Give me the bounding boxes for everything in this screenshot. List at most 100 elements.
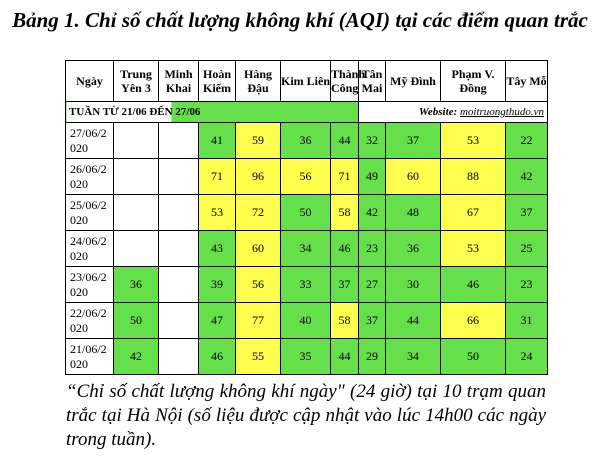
aqi-cell: 46 [440,266,506,303]
column-header: Minh Khai [158,60,199,102]
website-label: Website: [418,106,458,118]
column-header: Mỹ Đình [385,60,441,102]
aqi-cell: 60 [235,230,281,267]
date-cell: 23/06/2020 [65,266,114,303]
aqi-cell: 37 [385,122,441,159]
aqi-cell: 88 [440,158,506,195]
aqi-cell: 44 [330,122,359,159]
aqi-cell: 36 [385,230,441,267]
aqi-cell: 44 [385,302,441,339]
aqi-cell: 72 [235,194,281,231]
aqi-cell: 36 [280,122,331,159]
website-link: moitruongthudo.vn [459,106,544,118]
column-header: Hoàn Kiếm [198,60,236,102]
aqi-cell: 32 [358,122,386,159]
column-header: Kim Liên [280,60,331,102]
table-body: TUẦN TỪ 21/06 ĐẾN 27/06 Website: moitruo… [65,101,548,375]
data-row: 23/06/2020 36 39 56 33 37 27 30 46 23 [65,266,548,303]
aqi-cell: 66 [440,302,506,339]
date-cell: 21/06/2020 [65,338,114,375]
aqi-cell: 24 [505,338,548,375]
aqi-cell: 36 [113,266,159,303]
data-row: 22/06/2020 50 47 77 40 58 37 44 66 31 [65,302,548,339]
aqi-cell [158,338,199,375]
aqi-cell: 43 [198,230,236,267]
data-row: 26/06/2020 71 96 56 71 49 60 88 42 [65,158,548,195]
column-header: Ngày [65,60,114,102]
column-header: Trung Yên 3 [113,60,159,102]
aqi-cell: 46 [198,338,236,375]
aqi-cell: 50 [440,338,506,375]
aqi-cell: 39 [198,266,236,303]
aqi-cell: 53 [198,194,236,231]
date-cell: 22/06/2020 [65,302,114,339]
aqi-cell: 29 [358,338,386,375]
column-header: Tây Mỗ [505,60,548,102]
aqi-cell: 42 [113,338,159,375]
header-row: Ngày Trung Yên 3 Minh Khai Hoàn Kiếm Hàng Đậ… [65,60,548,102]
aqi-cell: 34 [280,230,331,267]
week-row: TUẦN TỪ 21/06 ĐẾN 27/06 Website: moitruo… [65,101,548,123]
column-header: Thành Công [330,60,365,102]
date-cell: 26/06/2020 [65,158,114,195]
aqi-cell: 37 [358,302,386,339]
aqi-cell: 27 [358,266,386,303]
aqi-cell: 53 [440,230,506,267]
aqi-cell [158,230,199,267]
aqi-cell: 58 [330,302,359,339]
aqi-cell: 41 [198,122,236,159]
aqi-cell: 47 [198,302,236,339]
column-header: Phạm V. Đồng [440,60,506,102]
aqi-cell: 23 [358,230,386,267]
aqi-cell: 30 [385,266,441,303]
aqi-cell: 40 [280,302,331,339]
aqi-cell [158,266,199,303]
aqi-cell [158,158,199,195]
aqi-cell: 46 [330,230,359,267]
aqi-cell [113,158,159,195]
aqi-cell: 50 [280,194,331,231]
aqi-cell: 77 [235,302,281,339]
aqi-table: Ngày Trung Yên 3 Minh Khai Hoàn Kiếm Hàng Đậ… [65,60,548,375]
data-row: 21/06/2020 42 46 55 35 44 29 34 50 24 [65,338,548,375]
aqi-cell: 53 [440,122,506,159]
column-header: Hàng Đậu [235,60,281,102]
aqi-cell: 33 [280,266,331,303]
aqi-cell: 22 [505,122,548,159]
data-row: 24/06/2020 43 60 34 46 23 36 53 25 [65,230,548,267]
aqi-cell [113,122,159,159]
aqi-cell: 44 [330,338,359,375]
aqi-cell: 49 [358,158,386,195]
column-header: Tân Mai [358,60,386,102]
aqi-cell: 31 [505,302,548,339]
title: Bảng 1. Chỉ số chất lượng không khí (AQI… [12,8,588,32]
aqi-cell: 48 [385,194,441,231]
aqi-cell [158,302,199,339]
aqi-cell: 25 [505,230,548,267]
website-cell: Website: moitruongthudo.vn [358,101,548,123]
date-cell: 25/06/2020 [65,194,114,231]
aqi-cell: 71 [330,158,359,195]
aqi-cell: 96 [235,158,281,195]
data-row: 25/06/2020 53 72 50 58 42 48 67 37 [65,194,548,231]
aqi-cell: 55 [235,338,281,375]
aqi-cell: 56 [280,158,331,195]
aqi-cell: 59 [235,122,281,159]
aqi-cell: 56 [235,266,281,303]
aqi-cell: 71 [198,158,236,195]
aqi-cell: 60 [385,158,441,195]
aqi-cell [158,194,199,231]
aqi-cell: 37 [505,194,548,231]
aqi-cell: 58 [330,194,359,231]
aqi-cell [113,194,159,231]
aqi-cell: 50 [113,302,159,339]
aqi-cell: 23 [505,266,548,303]
aqi-cell: 67 [440,194,506,231]
aqi-cell: 35 [280,338,331,375]
aqi-cell: 37 [330,266,359,303]
date-cell: 27/06/2020 [65,122,114,159]
date-cell: 24/06/2020 [65,230,114,267]
aqi-cell [158,122,199,159]
aqi-cell: 42 [505,158,548,195]
